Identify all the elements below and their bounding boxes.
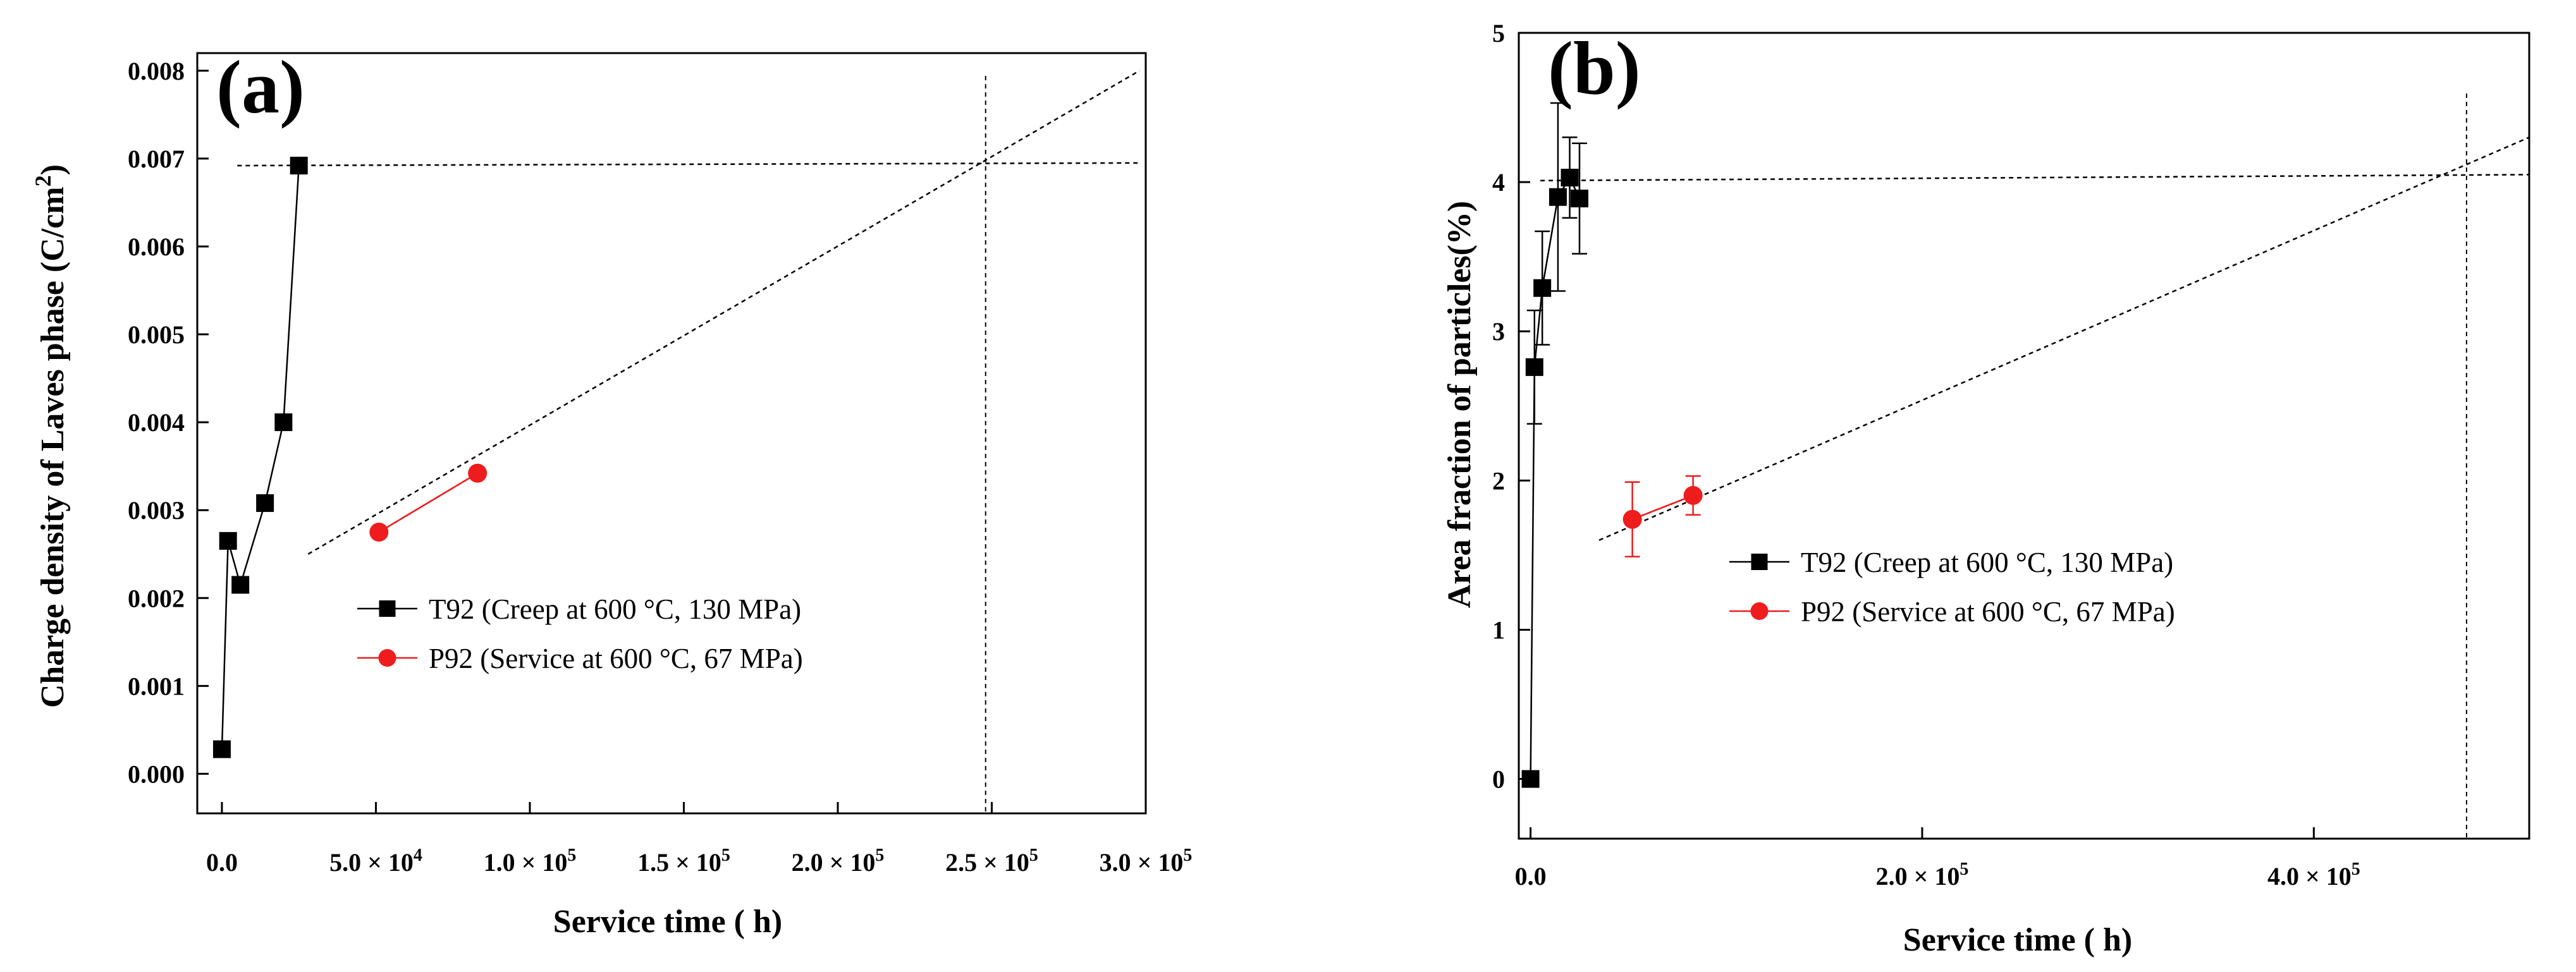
x-tick-mantissa: 5.0 × 10 — [329, 848, 414, 877]
data-point-square — [1561, 169, 1579, 187]
series-p92 — [1622, 475, 1703, 557]
series-p92 — [369, 463, 488, 542]
data-point-square — [290, 157, 308, 175]
y-axis-label-main: Area fraction of particles(%) — [1442, 201, 1478, 609]
y-tick-label: 5 — [1492, 19, 1505, 47]
plot-frame — [196, 52, 1147, 815]
legend-entry: T92 (Creep at 600 °C, 130 MPa) — [1729, 547, 2173, 578]
y-axis-label-main: Charge density of Laves phase (C/cm — [35, 186, 71, 708]
x-tick-exponent: 5 — [2352, 860, 2360, 879]
x-tick-label: 2.0 × 105 — [1876, 860, 1969, 890]
legend-entry: P92 (Service at 600 °C, 67 MPa) — [1729, 596, 2175, 628]
x-tick-label: 2.0 × 105 — [792, 846, 885, 877]
x-tick-label: 0.0 — [206, 848, 238, 877]
x-tick-label: 4.0 × 105 — [2267, 860, 2360, 890]
series-t92 — [212, 157, 308, 758]
legend-label: P92 (Service at 600 °C, 67 MPa) — [1801, 596, 2175, 628]
x-tick-mantissa: 2.0 × 10 — [792, 848, 876, 877]
guide-dashed-line — [1598, 137, 2530, 541]
x-tick-mantissa: 2.0 × 10 — [1876, 862, 1960, 890]
y-tick-label: 1 — [1492, 616, 1505, 644]
y-tick-label: 0.004 — [128, 408, 185, 437]
data-point-circle — [1622, 509, 1642, 529]
data-point-square — [1571, 190, 1589, 208]
y-tick-label: 0.000 — [128, 760, 185, 788]
legend-marker-square — [379, 600, 396, 617]
x-tick-exponent: 4 — [414, 846, 422, 865]
x-tick-exponent: 5 — [567, 846, 576, 865]
legend-label: T92 (Creep at 600 °C, 130 MPa) — [1801, 547, 2173, 578]
x-tick-mantissa: 1.0 × 10 — [484, 848, 568, 877]
legend-entry: T92 (Creep at 600 °C, 130 MPa) — [357, 593, 801, 625]
y-axis-label-sup: 2 — [30, 175, 56, 186]
series-line — [378, 472, 478, 533]
data-point-circle — [1683, 485, 1703, 505]
x-tick-mantissa: 2.5 × 10 — [945, 848, 1029, 877]
x-tick-label: 0.0 — [1515, 862, 1547, 890]
x-tick-mantissa: 4.0 × 10 — [2267, 862, 2352, 890]
x-tick-exponent: 5 — [1183, 846, 1192, 865]
y-tick-label: 0.005 — [128, 320, 185, 349]
y-tick-label: 0.003 — [128, 496, 185, 525]
x-axis-label: Service time ( h) — [1903, 922, 2132, 958]
y-tick-label: 2 — [1492, 466, 1505, 495]
legend-entry: P92 (Service at 600 °C, 67 MPa) — [357, 643, 803, 674]
series-t92 — [1521, 102, 1589, 788]
x-tick-mantissa: 3.0 × 10 — [1100, 848, 1184, 877]
data-point-circle — [468, 463, 488, 483]
chart-panel-a: (a) 0.000 0.001 0.002 0.003 0.004 0.005 0.006 0.… — [30, 45, 1192, 940]
x-tick-label: 5.0 × 104 — [329, 846, 422, 877]
x-tick-exponent: 5 — [1960, 860, 1968, 879]
x-tick-exponent: 5 — [1029, 846, 1038, 865]
y-tick-label: 0.002 — [128, 584, 185, 612]
y-tick-label: 0.006 — [128, 233, 185, 261]
data-point-square — [256, 494, 274, 513]
legend-marker-circle — [378, 649, 396, 667]
series-line — [1632, 494, 1694, 520]
x-tick-mantissa: 1.5 × 10 — [637, 848, 721, 877]
y-tick-label: 0.001 — [128, 672, 185, 700]
data-point-square — [1521, 770, 1540, 788]
guide-dashed-line — [237, 162, 1140, 167]
x-tick-label: 1.0 × 105 — [484, 846, 577, 877]
y-tick-label: 3 — [1492, 317, 1505, 346]
y-axis-label: Charge density of Laves phase (C/cm2) — [30, 164, 71, 708]
data-point-circle — [369, 522, 389, 542]
plot-frame — [1518, 32, 2530, 840]
legend-marker-square — [1751, 554, 1768, 570]
x-tick-label: 2.5 × 105 — [945, 846, 1038, 877]
data-point-square — [219, 532, 237, 550]
guide-dashed-line — [1540, 174, 2530, 181]
y-tick-label: 0 — [1492, 765, 1505, 794]
data-point-square — [1549, 188, 1567, 206]
data-point-square — [231, 576, 250, 594]
panel-label: (a) — [216, 45, 305, 129]
legend-label: T92 (Creep at 600 °C, 130 MPa) — [429, 593, 801, 625]
x-tick-label: 1.5 × 105 — [637, 846, 730, 877]
series-line — [1530, 176, 1581, 779]
data-point-square — [274, 413, 293, 432]
y-tick-label: 4 — [1492, 168, 1505, 197]
x-tick-label: 3.0 × 105 — [1100, 846, 1193, 877]
y-axis-label: Area fraction of particles(%) — [1442, 201, 1478, 609]
y-tick-label: 0.007 — [128, 145, 185, 173]
series-line — [221, 165, 300, 750]
guide-dashed-line — [307, 70, 1140, 555]
panel-label: (b) — [1548, 26, 1641, 110]
data-point-square — [212, 740, 231, 758]
y-tick-label: 0.008 — [128, 57, 185, 85]
data-point-square — [1525, 358, 1543, 376]
x-axis-label: Service time ( h) — [553, 904, 782, 940]
data-point-square — [1533, 279, 1552, 297]
legend-label: P92 (Service at 600 °C, 67 MPa) — [429, 643, 803, 674]
x-tick-mantissa: 0.0 — [1515, 862, 1547, 890]
legend-marker-circle — [1750, 602, 1769, 620]
y-axis-label-close: ) — [35, 164, 71, 175]
x-tick-exponent: 5 — [875, 846, 884, 865]
x-tick-mantissa: 0.0 — [206, 848, 238, 877]
x-tick-exponent: 5 — [721, 846, 730, 865]
